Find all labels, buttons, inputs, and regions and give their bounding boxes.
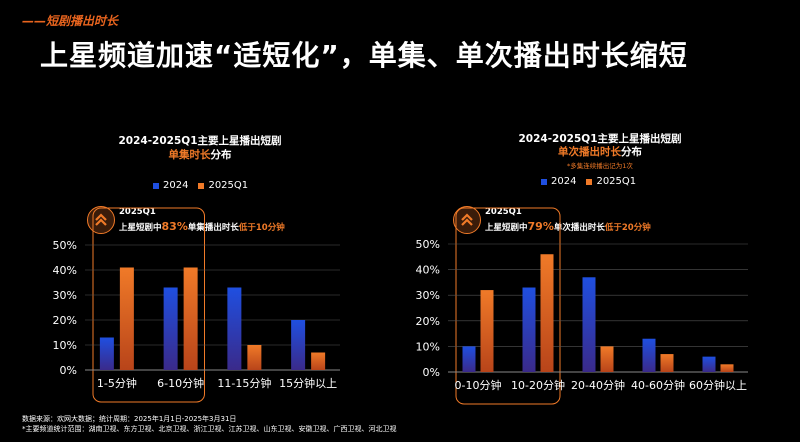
legend-swatch-2024 <box>541 178 547 185</box>
bar-2024 <box>99 337 114 370</box>
chart-title: 2024-2025Q1主要上星播出短剧 <box>518 133 682 145</box>
x-tick-label: 15分钟以上 <box>279 376 337 390</box>
footer: 数据来源：欢网大数据；统计周期：2025年1月1日-2025年3月31日 *主要… <box>22 414 397 434</box>
bar-2024 <box>462 346 476 372</box>
bar-2024 <box>227 287 242 370</box>
callout-text-mid: 单次播出时长 <box>553 223 605 233</box>
y-tick-label: 40% <box>416 264 440 277</box>
y-tick-label: 20% <box>53 314 77 327</box>
y-tick-label: 10% <box>53 339 77 352</box>
bar-chart-episode-duration: 0% 10% 20% 30% 40% 50% 1-5分钟 6-10分钟 11-15分钟 15分钟以… <box>53 207 340 403</box>
chart-title: 2024-2025Q1主要上星播出短剧 <box>118 135 282 147</box>
double-chevron-up-icon <box>87 206 115 234</box>
x-tick-label: 40-60分钟 <box>631 378 685 392</box>
chart-legend: 2024 2025Q1 <box>541 176 636 187</box>
callout-text-after: 低于10分钟 <box>238 223 285 233</box>
y-tick-label: 50% <box>416 238 440 251</box>
bar-2025q1 <box>660 354 674 372</box>
x-tick-label: 60分钟以上 <box>689 378 747 392</box>
bar-2024 <box>291 320 306 370</box>
y-tick-label: 40% <box>53 264 77 277</box>
chart-subtitle-highlight: 单集时长 <box>168 149 211 161</box>
y-tick-label: 50% <box>53 239 77 252</box>
bar-2025q1 <box>119 267 134 370</box>
chart-legend: 2024 2025Q1 <box>153 180 248 191</box>
legend-item-2024: 2024 <box>541 176 576 187</box>
chart-note: *多集连续播出记为1次 <box>567 162 633 170</box>
callout-percent: 79% <box>527 220 554 233</box>
legend-item-2024: 2024 <box>153 180 188 191</box>
legend-item-2025q1: 2025Q1 <box>586 176 636 187</box>
callout-text-before: 上星短剧中 <box>485 223 528 233</box>
y-tick-label: 0% <box>423 366 440 379</box>
callout-text-after: 低于20分钟 <box>604 223 651 233</box>
x-tick-label: 11-15分钟 <box>217 376 271 390</box>
chart-subtitle: 单集时长分布 <box>0 147 400 162</box>
bar-2025q1 <box>720 364 734 372</box>
callout-text: 上星短剧中83%单集播出时长低于10分钟 <box>119 220 285 233</box>
bar-2024 <box>522 287 536 372</box>
legend-label: 2024 <box>163 180 189 191</box>
callout-text-before: 上星短剧中 <box>119 223 162 233</box>
y-tick-label: 10% <box>416 340 440 353</box>
chart-panel-airing-duration: 2024-2025Q1主要上星播出短剧 单次播出时长分布 *多集连续播出记为1次… <box>400 0 800 410</box>
chart-subtitle-rest: 分布 <box>621 146 642 158</box>
bar-2025q1 <box>183 267 198 370</box>
y-tick-label: 0% <box>60 364 77 377</box>
y-tick-label: 30% <box>53 289 77 302</box>
data-source-note: 数据来源：欢网大数据；统计周期：2025年1月1日-2025年3月31日 <box>22 415 237 423</box>
bar-2025q1 <box>540 254 554 372</box>
legend-swatch-2024 <box>153 182 159 189</box>
x-tick-label: 1-5分钟 <box>97 376 137 390</box>
chart-subtitle-highlight: 单次播出时长 <box>558 146 621 158</box>
callout-text-mid: 单集播出时长 <box>187 223 239 233</box>
highlight-box <box>455 207 561 405</box>
x-tick-label: 0-10分钟 <box>455 378 502 392</box>
chart-subtitle: 单次播出时长分布 <box>400 144 800 159</box>
bar-2025q1 <box>480 290 494 372</box>
legend-label: 2025Q1 <box>208 180 249 191</box>
chart-subtitle-rest: 分布 <box>210 149 232 161</box>
section-tag: ——短剧播出时长 <box>22 14 119 28</box>
bar-2025q1 <box>311 352 326 370</box>
y-tick-label: 30% <box>416 289 440 302</box>
y-tick-label: 20% <box>416 315 440 328</box>
chart-panel-episode-duration: 2024-2025Q1主要上星播出短剧 单集时长分布 2024 2025Q1 2… <box>0 0 400 410</box>
callout-period: 2025Q1 <box>485 207 522 217</box>
x-tick-label: 10-20分钟 <box>511 378 565 392</box>
callout-text: 上星短剧中79%单次播出时长低于20分钟 <box>485 220 651 233</box>
legend-swatch-2025q1 <box>198 182 205 189</box>
channel-scope-note: *主要频道统计范围：湖南卫视、东方卫视、北京卫视、浙江卫视、江苏卫视、山东卫视、… <box>22 425 397 433</box>
bar-2025q1 <box>600 346 614 372</box>
highlight-box <box>92 207 205 403</box>
legend-item-2025q1: 2025Q1 <box>198 180 248 191</box>
x-tick-label: 20-40分钟 <box>571 378 625 392</box>
x-tick-label: 6-10分钟 <box>157 376 204 390</box>
legend-swatch-2025q1 <box>586 178 593 185</box>
page-title: 上星频道加速“适短化”，单集、单次播出时长缩短 <box>40 39 688 72</box>
bar-chart-airing-duration: 0% 10% 20% 30% 40% 50% 0-10分钟 10-20分钟 20-40分钟 40-… <box>416 207 748 405</box>
bar-2024 <box>582 277 596 372</box>
callout-percent: 83% <box>161 220 188 233</box>
legend-label: 2024 <box>551 176 577 187</box>
callout-period: 2025Q1 <box>119 207 156 217</box>
legend-label: 2025Q1 <box>596 176 637 187</box>
bar-2024 <box>702 356 716 372</box>
bar-2025q1 <box>247 345 262 370</box>
bar-2024 <box>642 338 656 372</box>
bar-2024 <box>163 287 178 370</box>
